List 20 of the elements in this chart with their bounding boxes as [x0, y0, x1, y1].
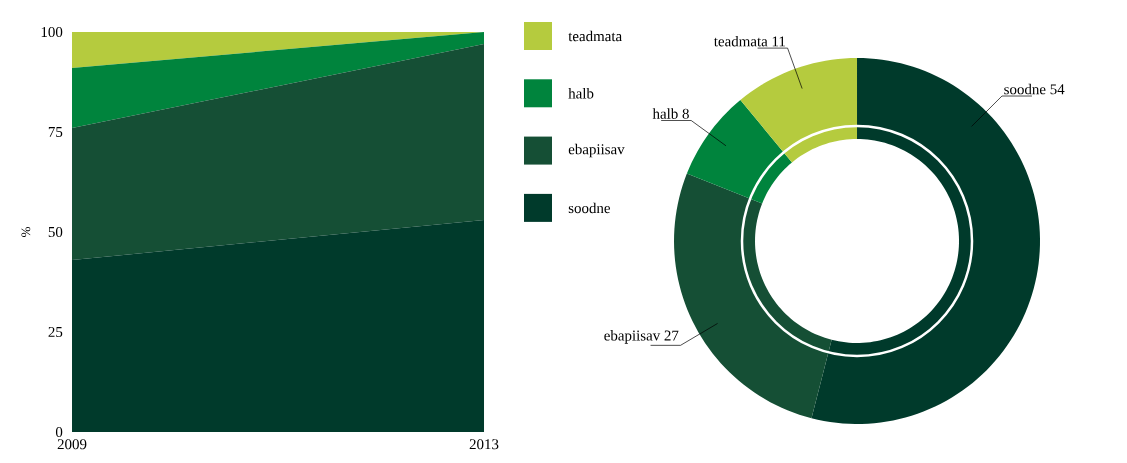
- y-tick-label: 25: [48, 326, 63, 337]
- legend-label: teadmata: [568, 30, 622, 42]
- slice-label: teadmata: [713, 35, 768, 47]
- slice-label: soodne: [1004, 83, 1046, 95]
- y-axis-title: %: [21, 227, 31, 237]
- y-tick-label: 50: [48, 226, 63, 238]
- legend-label: soodne: [568, 202, 611, 214]
- data-label: 11: [772, 36, 785, 47]
- legend-label: ebapiisav: [568, 143, 625, 158]
- x-tick-label: 2009: [57, 439, 87, 450]
- slice-label: ebapiisav: [604, 330, 661, 344]
- data-label: 54: [1050, 84, 1065, 95]
- x-tick-label: 2013: [469, 439, 499, 450]
- y-tick-label: 0: [55, 426, 63, 438]
- data-label: 27: [664, 330, 679, 341]
- legend-label: halb: [568, 88, 594, 99]
- data-label: 8: [682, 108, 689, 119]
- y-tick-label: 100: [41, 26, 63, 38]
- slice-label: halb: [652, 108, 678, 119]
- y-tick-label: 75: [48, 127, 63, 137]
